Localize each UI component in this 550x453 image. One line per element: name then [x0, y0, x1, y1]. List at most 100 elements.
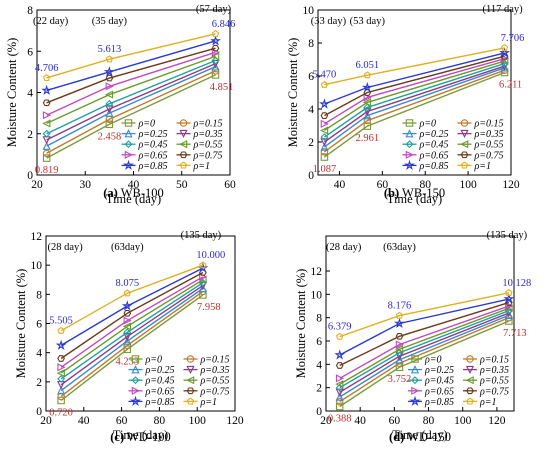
y-tick-label: 12 [311, 266, 323, 278]
data-point [57, 355, 65, 362]
x-axis-label: Time (day) [387, 192, 442, 206]
legend-marker [186, 376, 195, 385]
data-point [363, 122, 372, 130]
legend-label: ρ=0.25 [138, 129, 168, 140]
legend-marker [411, 355, 419, 363]
x-tick-label: 60 [389, 415, 401, 427]
series-line [339, 320, 510, 408]
y-tick-label: 0 [308, 170, 314, 182]
panel-caption: (b) WB-150 [384, 186, 445, 200]
data-point [335, 380, 344, 389]
day-annotation: (35 day) [92, 16, 128, 27]
legend: ρ=0 ρ=0.15ρ=0.25 ρ=0.35ρ=0.45 ρ=0.55ρ=0.65 ρ… [408, 355, 509, 408]
legend-marker [466, 387, 474, 395]
legend-label: ρ=0.25 [145, 365, 175, 376]
data-point [57, 363, 66, 372]
legend-label: ρ=0.15 [200, 355, 230, 366]
data-point [42, 141, 51, 150]
legend-marker [411, 386, 420, 395]
top-value-label: 6.379 [328, 322, 352, 333]
series-line [60, 264, 204, 332]
data-point [55, 339, 67, 351]
data-point [41, 84, 53, 95]
data-point [335, 397, 344, 406]
caption-text: WD-100 [124, 430, 171, 444]
data-point [210, 35, 221, 46]
legend-label: ρ=0.85 [145, 397, 175, 408]
legend-marker [404, 159, 415, 170]
top-value-label: 8.075 [115, 278, 139, 289]
data-point [42, 129, 51, 138]
legend-label: ρ=0.55 [479, 376, 509, 387]
legend-label: ρ=1 [479, 397, 497, 408]
chart-panel-4: 20 40 60 80 100 120 0 2 4 6 8 10 12 Time (day) Moistur… [294, 230, 531, 444]
top-value-label: 10.000 [196, 250, 225, 261]
series-line [323, 71, 505, 158]
data-point [105, 74, 114, 82]
series-8 [55, 262, 209, 351]
data-point [505, 301, 514, 311]
legend-label: ρ=1 [193, 161, 211, 172]
bottom-value-label: 4.851 [210, 82, 234, 93]
data-point [500, 63, 509, 72]
data-point [104, 90, 114, 99]
data-point [320, 133, 329, 142]
legend-label: ρ=0.25 [419, 129, 449, 140]
legend-marker [130, 395, 141, 406]
data-point [320, 138, 329, 147]
y-tick-label: 2 [27, 129, 33, 141]
data-point [211, 59, 220, 69]
legend-label: ρ=1 [200, 397, 218, 408]
data-point [335, 392, 344, 401]
legend-marker [186, 397, 195, 405]
data-point [123, 336, 132, 345]
top-value-label: 6.051 [356, 60, 380, 71]
x-tick-label: 120 [502, 179, 520, 191]
legend-label: ρ=0.85 [138, 161, 168, 172]
y-tick-label: 6 [36, 319, 42, 331]
data-point [503, 293, 515, 304]
data-point [211, 71, 220, 79]
chart-panel-2: 40 60 80 100 120 0 2 4 6 8 10 Time (day) Moisture Co… [286, 4, 524, 206]
series-line [324, 58, 505, 125]
legend-label: ρ=0.65 [419, 150, 449, 161]
data-point [42, 99, 51, 107]
legend-marker [405, 119, 414, 127]
top-value-label: 6.846 [212, 19, 236, 30]
y-tick-label: 8 [308, 38, 314, 50]
day-annotation: (63day) [111, 242, 144, 253]
plot-frame [317, 9, 512, 176]
legend-label: ρ=0.35 [479, 365, 509, 376]
legend-label: ρ=0.65 [138, 150, 168, 161]
series-8 [319, 47, 510, 109]
day-annotation: (53 day) [350, 16, 386, 27]
legend-marker [465, 376, 474, 385]
bottom-value-label: 1.087 [313, 164, 337, 175]
legend-marker [460, 140, 469, 149]
data-point [320, 119, 329, 128]
data-point [504, 310, 513, 320]
legend-label: ρ=0.15 [193, 119, 223, 130]
data-point [42, 119, 51, 128]
data-point [57, 392, 65, 401]
y-tick-label: 4 [27, 88, 33, 100]
legend-marker [179, 151, 188, 159]
caption-text: WB-150 [399, 186, 445, 200]
x-tick-label: 120 [488, 415, 506, 427]
top-value-label: 8.176 [388, 301, 412, 312]
series-line [339, 305, 510, 379]
series-1 [57, 287, 207, 401]
data-point [123, 316, 132, 325]
bottom-value-label: 2.961 [356, 133, 380, 144]
series-line [323, 69, 505, 153]
legend-label: ρ=0.55 [193, 140, 223, 151]
data-point [105, 55, 114, 63]
data-point [334, 349, 346, 360]
series-line [323, 65, 505, 143]
x-tick-label: 100 [454, 415, 472, 427]
series-line [60, 285, 204, 386]
x-tick-label: 80 [423, 415, 435, 427]
data-point [57, 374, 66, 383]
series-line [339, 298, 510, 356]
